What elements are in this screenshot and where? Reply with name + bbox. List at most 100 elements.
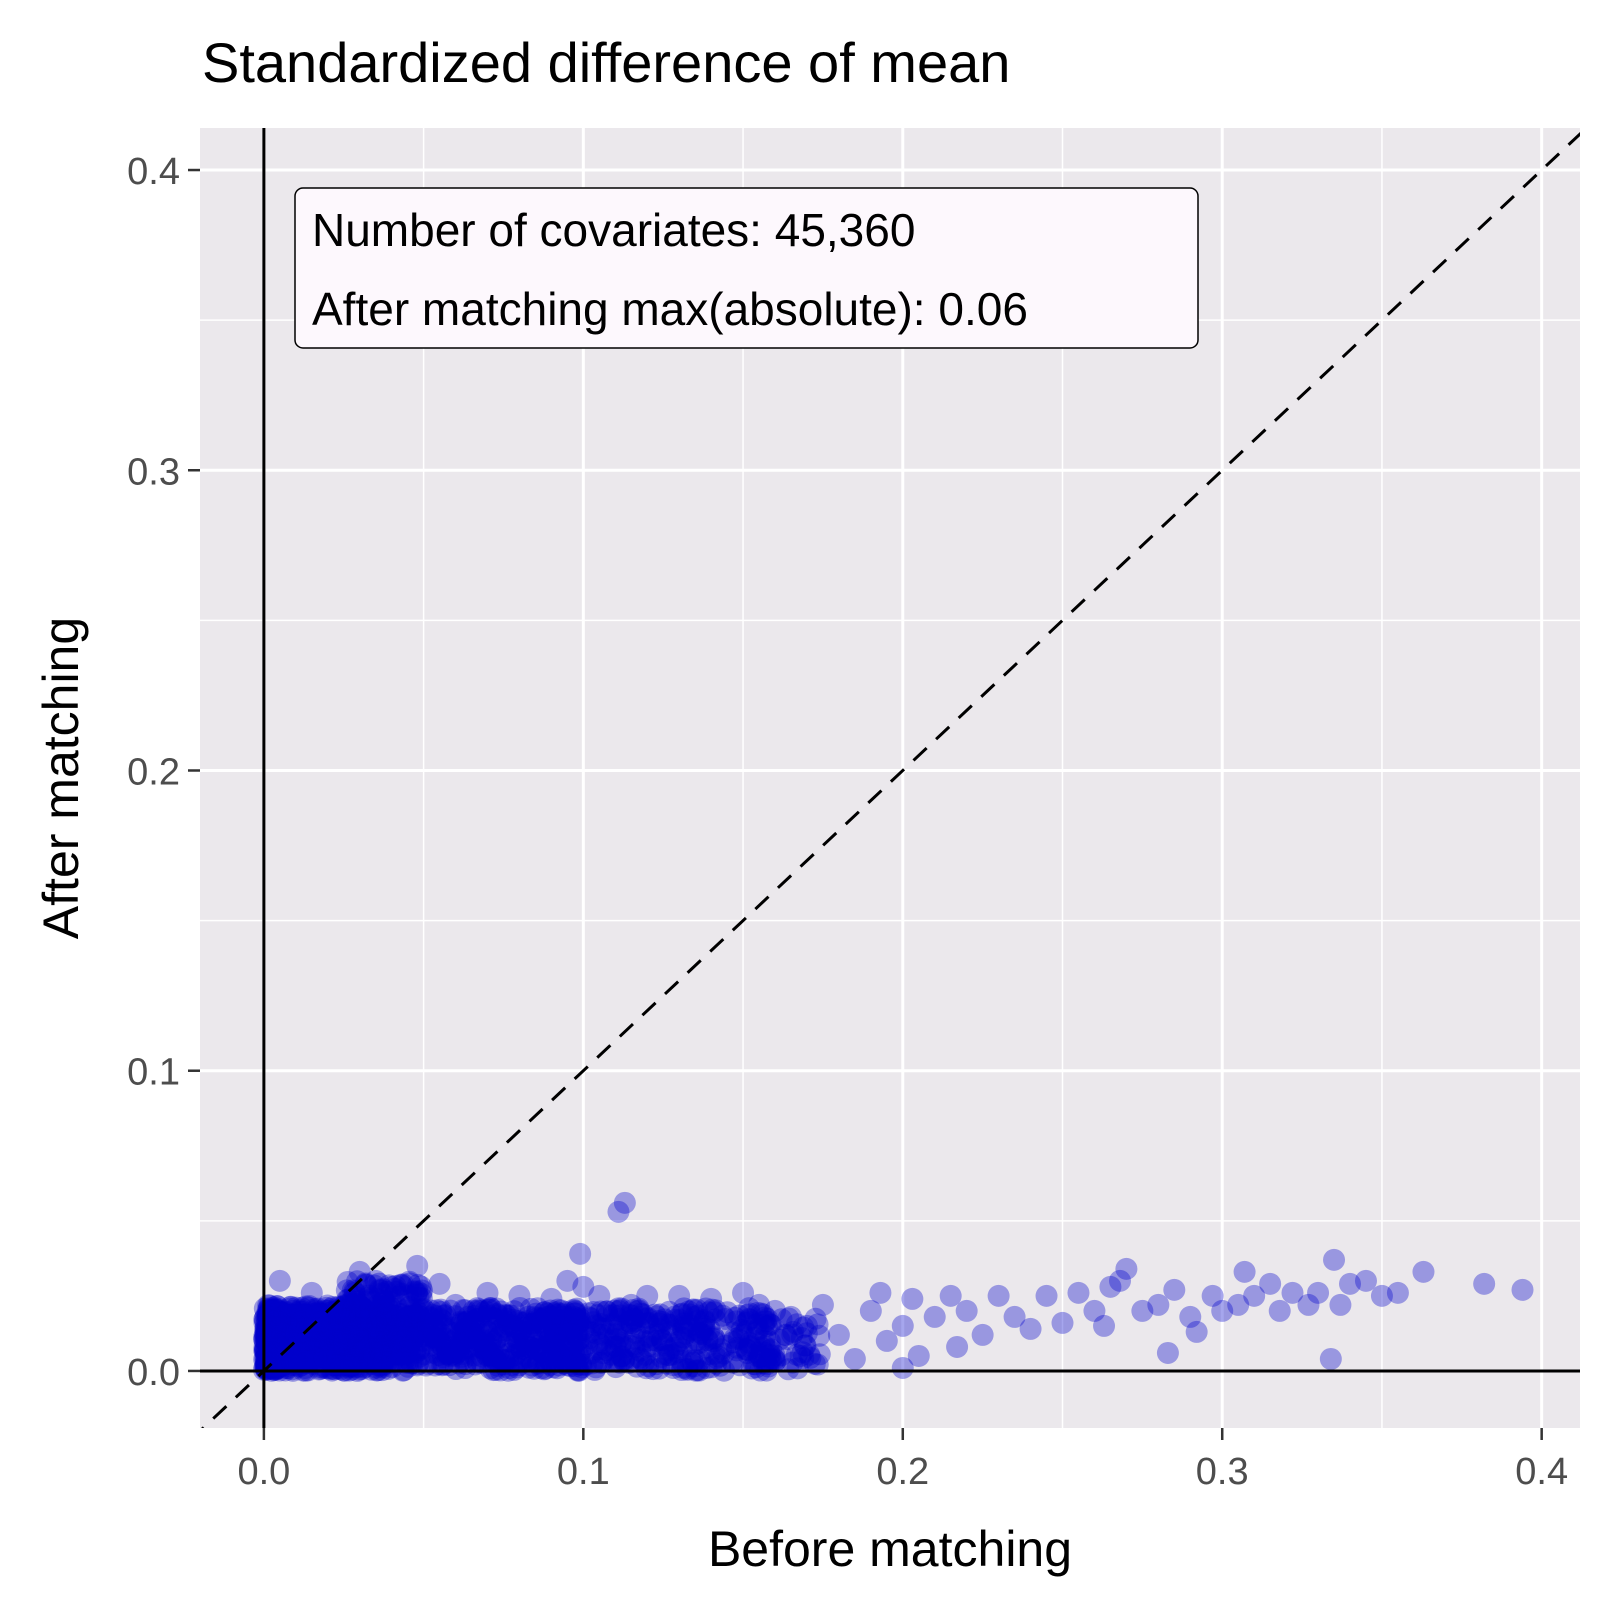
- data-point: [384, 1342, 407, 1365]
- data-point: [891, 1314, 914, 1337]
- data-point: [355, 1347, 378, 1370]
- data-point: [309, 1332, 332, 1355]
- data-point: [636, 1312, 659, 1335]
- data-point: [292, 1308, 315, 1331]
- data-point: [405, 1322, 428, 1345]
- data-point: [370, 1302, 393, 1325]
- data-point: [308, 1331, 331, 1354]
- data-point: [353, 1294, 376, 1317]
- data-point: [383, 1325, 406, 1348]
- data-point: [274, 1314, 297, 1337]
- data-point: [376, 1302, 399, 1325]
- data-point: [514, 1331, 537, 1354]
- data-point: [657, 1339, 680, 1362]
- data-point: [319, 1357, 342, 1380]
- data-point: [298, 1296, 321, 1319]
- data-point: [313, 1327, 336, 1350]
- data-point: [309, 1356, 332, 1379]
- data-point: [464, 1327, 487, 1350]
- data-point: [442, 1343, 465, 1366]
- data-point: [410, 1314, 433, 1337]
- data-point: [402, 1317, 425, 1340]
- data-point: [354, 1309, 377, 1332]
- data-point: [779, 1305, 802, 1328]
- data-point: [1233, 1260, 1256, 1283]
- data-point: [411, 1325, 434, 1348]
- data-point: [383, 1328, 406, 1351]
- data-point: [306, 1345, 329, 1368]
- data-point: [260, 1301, 283, 1324]
- data-point: [563, 1299, 586, 1322]
- data-point: [608, 1351, 631, 1374]
- data-point: [325, 1345, 348, 1368]
- data-point: [385, 1335, 408, 1358]
- data-point: [474, 1339, 497, 1362]
- data-point: [260, 1336, 283, 1359]
- data-point: [261, 1338, 284, 1361]
- data-point: [267, 1308, 290, 1331]
- data-point: [266, 1331, 289, 1354]
- data-point: [622, 1347, 645, 1370]
- data-point: [373, 1289, 396, 1312]
- data-point: [371, 1356, 394, 1379]
- data-point: [372, 1340, 395, 1363]
- data-point: [267, 1328, 290, 1351]
- data-point: [597, 1304, 620, 1327]
- data-point: [530, 1341, 553, 1364]
- data-point: [255, 1323, 278, 1346]
- data-point: [389, 1273, 412, 1296]
- data-point: [542, 1313, 565, 1336]
- data-point: [378, 1317, 401, 1340]
- data-point: [578, 1327, 601, 1350]
- data-point: [363, 1316, 386, 1339]
- data-point: [519, 1297, 542, 1320]
- data-point: [355, 1314, 378, 1337]
- data-point: [745, 1330, 768, 1353]
- data-point: [321, 1320, 344, 1343]
- data-point: [683, 1305, 706, 1328]
- data-point: [337, 1299, 360, 1322]
- data-point: [384, 1341, 407, 1364]
- data-point: [367, 1311, 390, 1334]
- data-point: [582, 1300, 605, 1323]
- data-point: [444, 1328, 467, 1351]
- data-point: [393, 1331, 416, 1354]
- data-point: [275, 1330, 298, 1353]
- data-point: [606, 1318, 629, 1341]
- data-point: [532, 1307, 555, 1330]
- data-point: [589, 1333, 612, 1356]
- data-point: [459, 1326, 482, 1349]
- data-point: [357, 1323, 380, 1346]
- data-point: [316, 1317, 339, 1340]
- data-point: [549, 1334, 572, 1357]
- data-point: [383, 1328, 406, 1351]
- data-point: [293, 1339, 316, 1362]
- data-point: [313, 1346, 336, 1369]
- data-point: [453, 1338, 476, 1361]
- data-point: [256, 1320, 279, 1343]
- data-point: [267, 1307, 290, 1330]
- data-point: [693, 1317, 716, 1340]
- data-point: [255, 1309, 278, 1332]
- data-point: [444, 1358, 467, 1381]
- data-point: [538, 1329, 561, 1352]
- data-point: [1473, 1272, 1496, 1295]
- data-point: [376, 1315, 399, 1338]
- data-point: [380, 1330, 403, 1353]
- data-point: [254, 1324, 277, 1347]
- data-point: [602, 1304, 625, 1327]
- data-point: [347, 1336, 370, 1359]
- data-point: [266, 1316, 289, 1339]
- data-point: [586, 1304, 609, 1327]
- data-point: [347, 1308, 370, 1331]
- data-point: [735, 1319, 758, 1342]
- data-point: [481, 1319, 504, 1342]
- data-point: [441, 1336, 464, 1359]
- data-point: [335, 1279, 358, 1302]
- data-point: [354, 1336, 377, 1359]
- data-point: [374, 1310, 397, 1333]
- data-point: [294, 1352, 317, 1375]
- data-point: [330, 1334, 353, 1357]
- data-point: [348, 1301, 371, 1324]
- data-point: [364, 1269, 387, 1292]
